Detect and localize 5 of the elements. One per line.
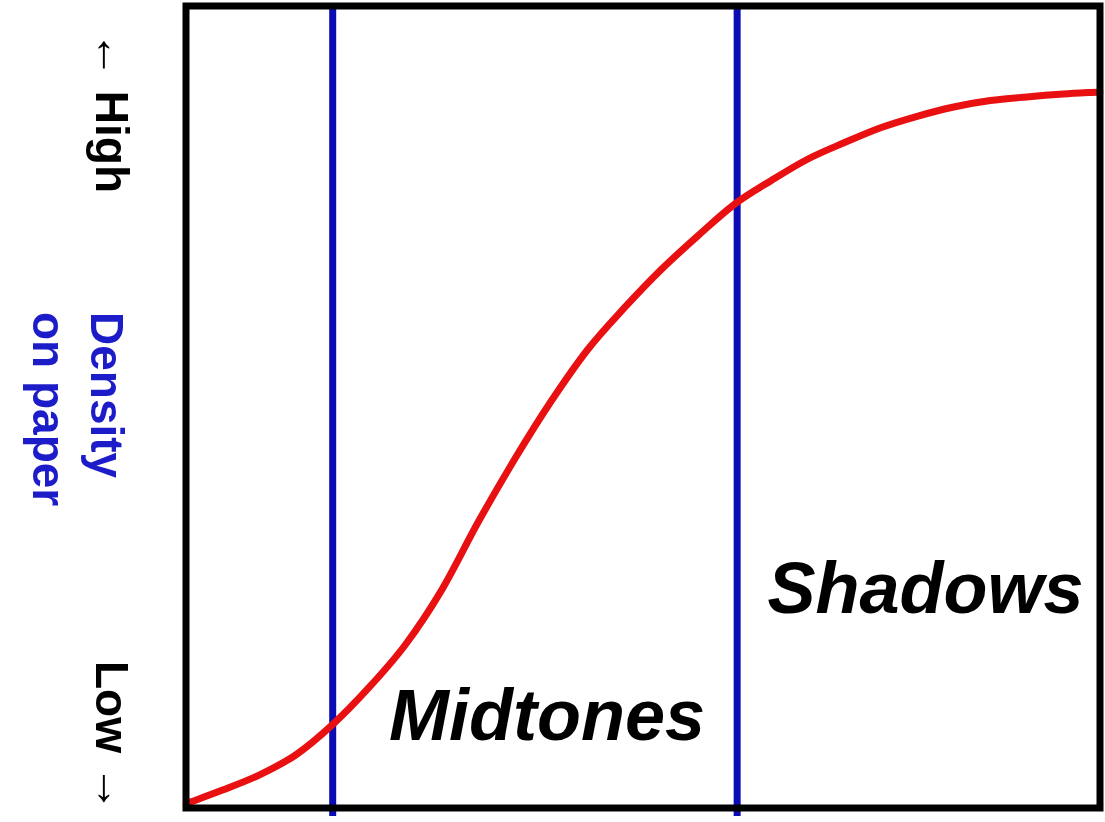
annotation: Midtones bbox=[389, 674, 706, 755]
y-axis-title: Density on paper bbox=[22, 312, 134, 509]
text: Low → bbox=[86, 661, 138, 812]
annotation: Shadows bbox=[767, 548, 1084, 629]
text: ← High bbox=[86, 32, 138, 193]
